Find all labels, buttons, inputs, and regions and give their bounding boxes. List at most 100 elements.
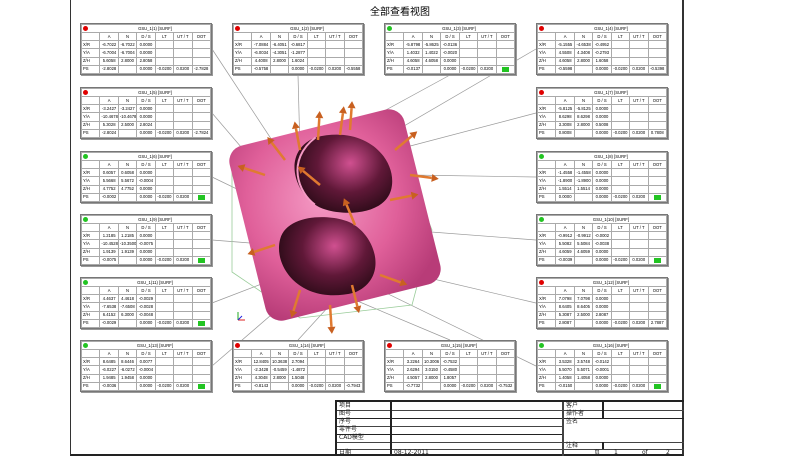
row-label: Z/H (536, 56, 557, 66)
row-label: X/R (384, 40, 405, 50)
page-current: 1 (614, 449, 618, 456)
arrow-head-icon (410, 191, 419, 200)
feature-table[interactable]: GSU_1(3) [SURF] A N D / S LT UT / T OOT X/R -5.8… (384, 23, 516, 75)
row-label: X/R (80, 104, 101, 114)
notes-label: 注释 (566, 442, 579, 449)
feature-table[interactable]: GSU_1(14) [SURF] A N D / S LT UT / T OOT X/R 12.… (232, 340, 364, 392)
row-label: Y/A (536, 48, 557, 58)
arrow-shaft (389, 194, 412, 202)
feature-table[interactable]: GSU_1(10) [SURF] A N D / S LT UT / T OOT X/R -0.… (536, 214, 668, 266)
feature-table[interactable]: GSU_1(5) [SURF] A N D / S LT UT / T OOT X/R -3.2… (80, 87, 212, 139)
cell-value: 0.0200 (629, 64, 649, 75)
column-header: OOT (647, 286, 668, 296)
row-label: PS (80, 255, 101, 266)
row-label: X/R (80, 294, 101, 304)
column-header: LT (154, 32, 175, 42)
cell-value: 0.0200 (477, 381, 497, 392)
cell-value: -0.0200 (154, 255, 175, 266)
serial-label: 序号 (339, 418, 352, 425)
cell-value: -0.0200 (154, 381, 175, 392)
feature-title: GSU_1(9) [SURF] (99, 214, 211, 225)
cell-value: -0.0200 (458, 64, 479, 75)
row-label: Y/A (384, 365, 405, 375)
feature-table[interactable]: GSU_1(7) [SURF] A N D / S LT UT / T OOT X/R -5.8… (536, 87, 668, 139)
cell-value: 5.5082 (555, 239, 575, 249)
column-header (80, 32, 101, 42)
cell-value: 1.5048 (288, 373, 308, 383)
row-label: X/R (536, 168, 557, 178)
cell-value: 0.0200 (173, 381, 193, 392)
cell-value: 4.6058 (421, 56, 442, 66)
feature-title: GSU_1(2) [SURF] (251, 23, 363, 34)
cell-value (117, 64, 138, 75)
row-label: PS (536, 192, 557, 203)
status-dot-icon (387, 342, 392, 348)
feature-table[interactable]: GSU_1(2) [SURF] A N D / S LT UT / T OOT X/R -7.0… (232, 23, 364, 75)
cell-value: -2.3428 (251, 365, 271, 375)
arrow-shaft (302, 169, 321, 186)
cell-value: 5.3087 (555, 310, 575, 320)
cell-value: 1.4058 (555, 373, 575, 383)
deviation-arrows (237, 101, 439, 334)
column-header: OOT (343, 32, 364, 42)
row-label: PS (80, 192, 101, 203)
cell-value: 0.0000 (440, 64, 460, 75)
cell-value: 4.6058 (555, 56, 575, 66)
column-header: LT (458, 349, 479, 359)
row-label: PS (536, 381, 557, 392)
cell-value: 1.6058 (592, 56, 612, 66)
feature-table[interactable]: GSU_1(9) [SURF] A N D / S LT UT / T OOT X/R 1.21… (80, 214, 212, 266)
cell-value: -1.8900 (573, 176, 594, 186)
cell-value: 2.5000 (117, 120, 138, 130)
column-header: N (117, 32, 138, 42)
cell-value: 0.5008 (592, 120, 612, 130)
cell-value: 12.8405 (251, 357, 271, 367)
feature-table[interactable]: GSU_1(12) [SURF] A N D / S LT UT / T OOT X/R 7.0… (536, 277, 668, 329)
cell-value: 1.9485 (99, 373, 119, 383)
cell-value: -0.0200 (610, 318, 631, 329)
operator-label: 操作者 (566, 410, 585, 417)
row-label: Z/H (536, 184, 557, 194)
column-header: N (573, 32, 594, 42)
feature-table[interactable]: GSU_1(8) [SURF] A N D / S LT UT / T OOT X/R -1.4… (536, 151, 668, 203)
arrow-head-icon (247, 248, 256, 256)
cell-value (573, 318, 594, 329)
column-header: N (421, 349, 442, 359)
cell-value: 6.3000 (117, 310, 138, 320)
feature-table[interactable]: GSU_1(15) [SURF] A N D / S LT UT / T OOT X/R 3.2… (384, 340, 516, 392)
customer-label: 客户 (566, 402, 579, 409)
cell-value (117, 192, 138, 203)
cell-value: 1.4032 (403, 48, 423, 58)
cell-value: -0.5758 (251, 64, 271, 75)
report-page-frame (70, 0, 684, 456)
column-header: UT / T (629, 286, 649, 296)
column-header: D / S (592, 286, 612, 296)
cell-value: 0.0000 (592, 294, 612, 304)
cell-value: -0.5598 (555, 64, 575, 75)
feature-table[interactable]: GSU_1(1) [SURF] A N D / S LT UT / T OOT X/R -6.7… (80, 23, 212, 75)
feature-table[interactable]: GSU_1(13) [SURF] A N D / S LT UT / T OOT X/R 8.6… (80, 340, 212, 392)
feature-table[interactable]: GSU_1(16) [SURF] A N D / S LT UT / T OOT X/R 3.5… (536, 340, 668, 392)
cell-value: -0.0142 (592, 357, 612, 367)
feature-table[interactable]: GSU_1(6) [SURF] A N D / S LT UT / T OOT X/R 0.60… (80, 151, 212, 203)
cell-value: -0.0200 (610, 128, 631, 139)
cell-value: 0.0000 (440, 56, 460, 66)
cell-value: 0.0000 (592, 184, 612, 194)
feature-table[interactable]: GSU_1(11) [SURF] A N D / S LT UT / T OOT X/R 4.4… (80, 277, 212, 329)
cell-value: -0.0002 (592, 231, 612, 241)
feature-title: GSU_1(15) [SURF] (403, 340, 515, 351)
cell-value: 0.0000 (592, 128, 612, 139)
row-label: Y/A (80, 239, 101, 249)
column-header: A (555, 32, 575, 42)
cell-value: 0.0200 (325, 381, 345, 392)
cell-value: -6.7022 (117, 40, 138, 50)
column-header: N (269, 32, 290, 42)
row-label: PS (80, 318, 101, 329)
status-dot-icon (539, 342, 544, 348)
column-header: UT / T (173, 286, 193, 296)
cell-value: -6.7022 (99, 40, 119, 50)
cell-value: 6.4152 (99, 310, 119, 320)
arrow-shaft (294, 128, 302, 151)
feature-table[interactable]: GSU_1(4) [SURF] A N D / S LT UT / T OOT X/R -5.1… (536, 23, 668, 75)
